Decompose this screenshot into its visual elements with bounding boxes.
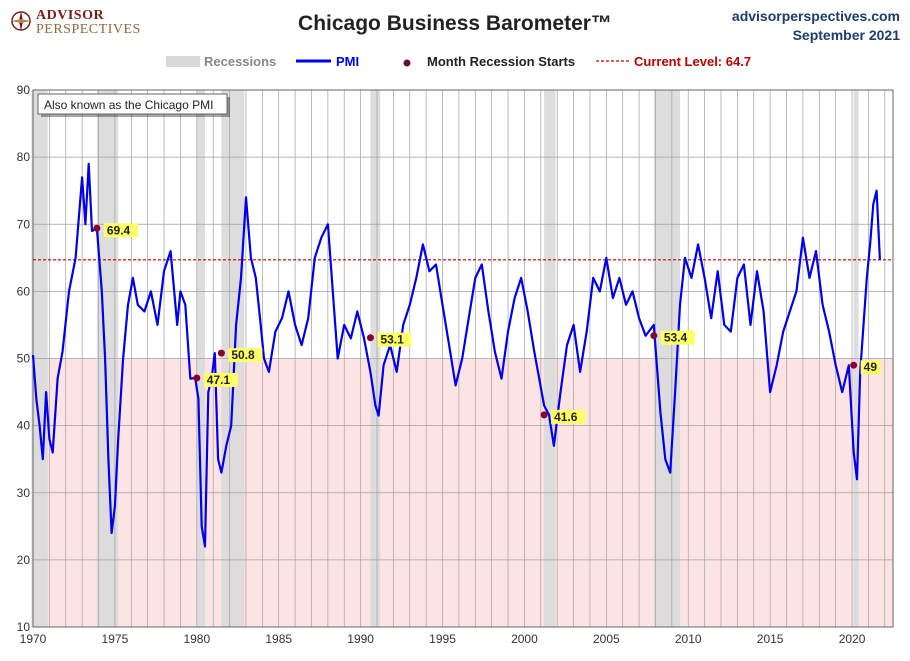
- plot-area: 10 20 30 40 50 60 70 80 90 1970 1975 1980 1985 1990 19…: [17, 83, 894, 646]
- compass-rose-icon: [11, 11, 31, 31]
- legend-recession-start-marker: [403, 59, 411, 67]
- y-tick-label: 50: [17, 352, 31, 366]
- y-tick-label: 40: [17, 419, 31, 433]
- logo-text-line2: PERSPECTIVES: [36, 22, 141, 37]
- chart-title: Chicago Business Barometer™: [298, 12, 612, 35]
- marker-label-bg: [377, 332, 412, 347]
- x-tick-label: 1970: [20, 632, 47, 646]
- y-tick-label: 80: [17, 150, 31, 164]
- recession-start-value-label: 49: [864, 360, 878, 374]
- marker-label-bg: [103, 223, 138, 238]
- x-tick-label: 2000: [511, 632, 538, 646]
- recession-start-marker: [366, 334, 374, 342]
- x-tick-label: 2020: [839, 632, 866, 646]
- marker-label-bg: [203, 372, 238, 387]
- marker-label-bg: [860, 360, 881, 375]
- legend-current-level-label: Current Level: 64.7: [634, 54, 751, 69]
- legend-recession-swatch: [166, 56, 200, 67]
- recession-start-marker: [540, 411, 548, 419]
- recession-start-marker: [93, 224, 101, 232]
- annotation-text: Also known as the Chicago PMI: [44, 98, 213, 112]
- recession-start-value-label: 69.4: [107, 223, 131, 237]
- y-tick-label: 70: [17, 217, 31, 231]
- annotation-box: Also known as the Chicago PMI: [37, 93, 230, 117]
- y-tick-label: 90: [17, 83, 31, 97]
- marker-label-bg: [551, 409, 586, 424]
- x-tick-label: 1985: [265, 632, 292, 646]
- recession-start-value-label: 53.4: [664, 331, 688, 345]
- recession-start-value-label: 41.6: [554, 410, 578, 424]
- x-tick-label: 1990: [347, 632, 374, 646]
- legend-pmi-label: PMI: [336, 54, 359, 69]
- recession-start-value-label: 50.8: [231, 348, 255, 362]
- recession-start-marker: [193, 374, 201, 382]
- x-tick-label: 1995: [429, 632, 456, 646]
- x-tick-label: 1975: [102, 632, 129, 646]
- recession-start-value-label: 47.1: [207, 373, 231, 387]
- x-tick-label: 2010: [675, 632, 702, 646]
- y-tick-label: 30: [17, 486, 31, 500]
- recession-start-marker: [217, 349, 225, 357]
- legend-month-recession-starts-label: Month Recession Starts: [427, 54, 575, 69]
- brand-logo: ADVISOR PERSPECTIVES: [10, 8, 140, 38]
- marker-label-bg: [660, 330, 695, 345]
- legend-recessions-label: Recessions: [204, 54, 276, 69]
- x-tick-label: 2015: [757, 632, 784, 646]
- recession-start-marker: [850, 361, 858, 369]
- recession-start-value-label: 53.1: [380, 333, 404, 347]
- x-tick-label: 2005: [593, 632, 620, 646]
- y-tick-label: 60: [17, 284, 31, 298]
- marker-label-bg: [228, 348, 263, 363]
- source-site[interactable]: advisorperspectives.com: [731, 8, 900, 24]
- logo-text-line1: ADVISOR: [36, 8, 105, 23]
- recession-start-marker: [650, 332, 658, 340]
- legend: Recessions PMI Month Recession Starts Cu…: [166, 54, 751, 69]
- y-tick-label: 10: [17, 620, 31, 634]
- x-tick-label: 1980: [183, 632, 210, 646]
- pmi-series-line: [31, 162, 881, 548]
- y-tick-label: 20: [17, 553, 31, 567]
- publication-date: September 2021: [792, 27, 900, 43]
